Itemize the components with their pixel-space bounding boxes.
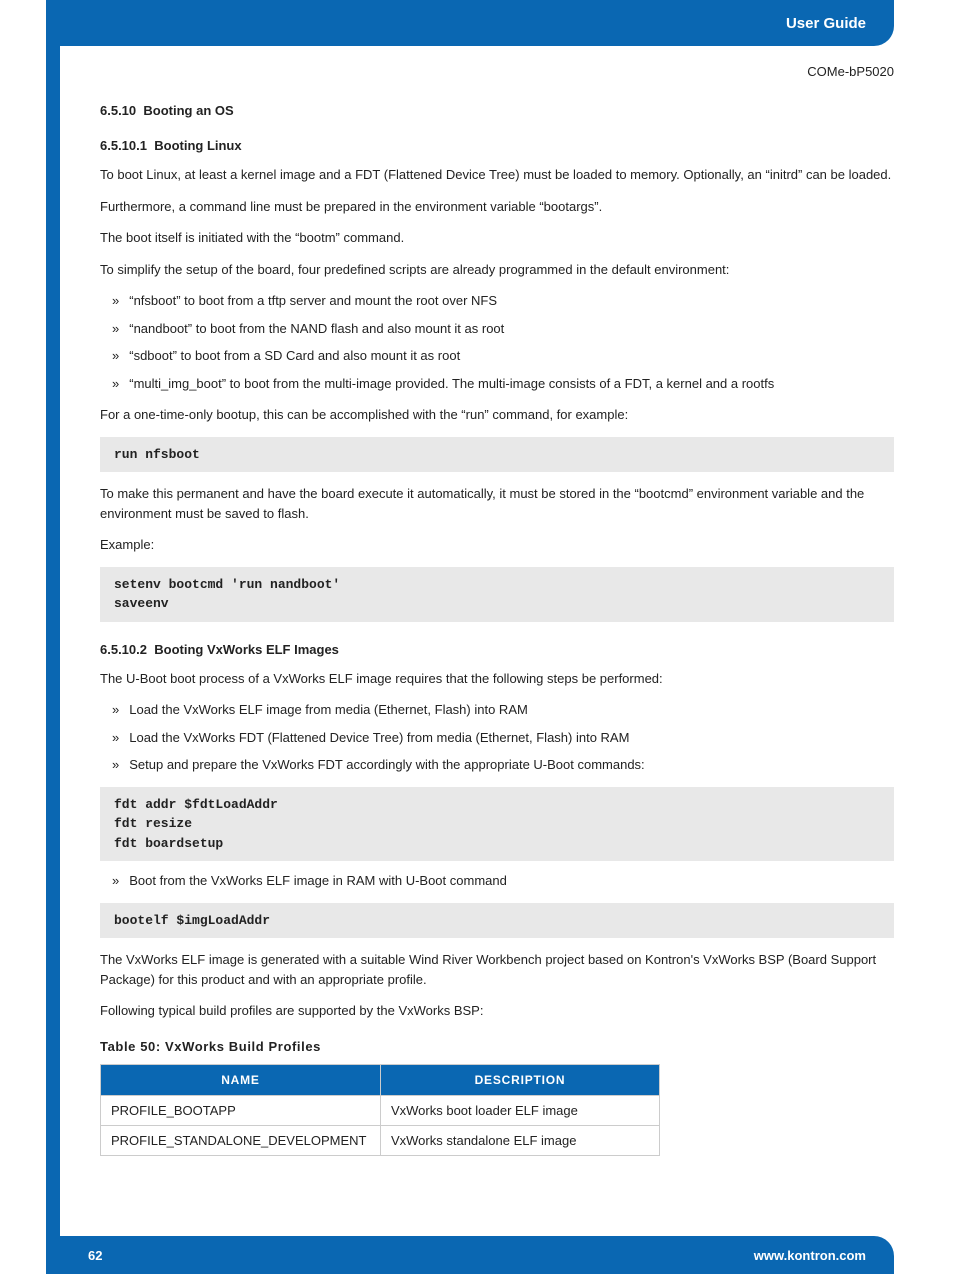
table-caption: Table 50: VxWorks Build Profiles (100, 1039, 894, 1054)
page-number: 62 (88, 1248, 102, 1263)
para: The U-Boot boot process of a VxWorks ELF… (100, 669, 894, 689)
heading-text: Booting an OS (143, 103, 233, 118)
para: The boot itself is initiated with the “b… (100, 228, 894, 248)
para: Furthermore, a command line must be prep… (100, 197, 894, 217)
heading-text: Booting VxWorks ELF Images (154, 642, 339, 657)
cell-desc: VxWorks boot loader ELF image (380, 1095, 659, 1125)
table-row: PROFILE_BOOTAPP VxWorks boot loader ELF … (101, 1095, 660, 1125)
list-item: “sdboot” to boot from a SD Card and also… (112, 346, 894, 366)
page: User Guide COMe-bP5020 6.5.10 Booting an… (0, 0, 954, 1274)
para: Example: (100, 535, 894, 555)
heading-num: 6.5.10.2 (100, 642, 147, 657)
code-block: bootelf $imgLoadAddr (100, 903, 894, 939)
para: To make this permanent and have the boar… (100, 484, 894, 523)
table-row: PROFILE_STANDALONE_DEVELOPMENT VxWorks s… (101, 1125, 660, 1155)
heading-booting-linux: 6.5.10.1 Booting Linux (100, 138, 894, 153)
bullet-list: Load the VxWorks ELF image from media (E… (100, 700, 894, 775)
code-block: setenv bootcmd 'run nandboot' saveenv (100, 567, 894, 622)
footer-bar: 62 www.kontron.com (60, 1236, 894, 1274)
list-item: “nfsboot” to boot from a tftp server and… (112, 291, 894, 311)
para: The VxWorks ELF image is generated with … (100, 950, 894, 989)
para: Following typical build profiles are sup… (100, 1001, 894, 1021)
para: To simplify the setup of the board, four… (100, 260, 894, 280)
header-title: User Guide (786, 15, 866, 32)
list-item: Setup and prepare the VxWorks FDT accord… (112, 755, 894, 775)
cell-desc: VxWorks standalone ELF image (380, 1125, 659, 1155)
doc-code: COMe-bP5020 (100, 64, 894, 79)
footer-url: www.kontron.com (754, 1248, 866, 1263)
bullet-list: “nfsboot” to boot from a tftp server and… (100, 291, 894, 393)
cell-name: PROFILE_BOOTAPP (101, 1095, 381, 1125)
para: To boot Linux, at least a kernel image a… (100, 165, 894, 185)
list-item: Load the VxWorks ELF image from media (E… (112, 700, 894, 720)
list-item: “nandboot” to boot from the NAND flash a… (112, 319, 894, 339)
left-stripe (46, 0, 60, 1274)
col-name: NAME (101, 1064, 381, 1095)
list-item: Boot from the VxWorks ELF image in RAM w… (112, 871, 894, 891)
content: COMe-bP5020 6.5.10 Booting an OS 6.5.10.… (100, 0, 894, 1256)
cell-name: PROFILE_STANDALONE_DEVELOPMENT (101, 1125, 381, 1155)
bullet-list: Boot from the VxWorks ELF image in RAM w… (100, 871, 894, 891)
list-item: “multi_img_boot” to boot from the multi-… (112, 374, 894, 394)
header-bar: User Guide (60, 0, 894, 46)
build-profiles-table: NAME DESCRIPTION PROFILE_BOOTAPP VxWorks… (100, 1064, 660, 1156)
col-description: DESCRIPTION (380, 1064, 659, 1095)
heading-text: Booting Linux (154, 138, 241, 153)
heading-num: 6.5.10.1 (100, 138, 147, 153)
para: For a one-time-only bootup, this can be … (100, 405, 894, 425)
table-header-row: NAME DESCRIPTION (101, 1064, 660, 1095)
list-item: Load the VxWorks FDT (Flattened Device T… (112, 728, 894, 748)
code-block: run nfsboot (100, 437, 894, 473)
code-block: fdt addr $fdtLoadAddr fdt resize fdt boa… (100, 787, 894, 862)
heading-booting-vxworks: 6.5.10.2 Booting VxWorks ELF Images (100, 642, 894, 657)
heading-booting-os: 6.5.10 Booting an OS (100, 103, 894, 118)
heading-num: 6.5.10 (100, 103, 136, 118)
